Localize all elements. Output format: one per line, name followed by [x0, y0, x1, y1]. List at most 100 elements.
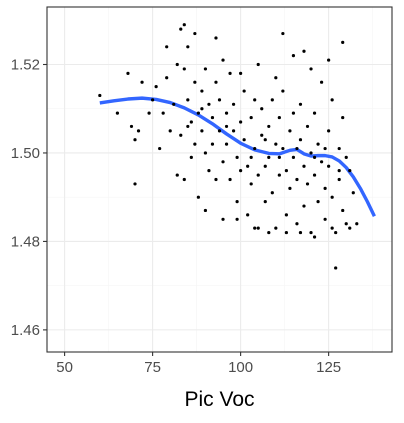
scatter-point	[330, 226, 334, 230]
scatter-point	[239, 71, 243, 75]
scatter-point	[179, 133, 183, 137]
scatter-point	[302, 49, 306, 53]
scatter-points	[98, 23, 359, 270]
scatter-point	[126, 71, 130, 75]
scatter-point	[316, 200, 320, 204]
scatter-point	[193, 142, 197, 146]
scatter-point	[203, 208, 208, 213]
scatter-point	[224, 111, 229, 115]
scatter-point	[327, 164, 331, 168]
scatter-point	[330, 98, 334, 102]
scatter-point	[182, 67, 186, 71]
scatter-point	[334, 230, 338, 235]
scatter-point	[267, 230, 271, 235]
scatter-point	[344, 222, 348, 226]
scatter-point	[295, 177, 299, 182]
scatter-point	[129, 124, 134, 129]
scatter-point	[337, 169, 341, 173]
scatter-point	[281, 31, 285, 36]
scatter-point	[298, 102, 303, 106]
scatter-point	[154, 85, 158, 89]
scatter-point	[214, 177, 218, 182]
y-tick-label: 1.52	[11, 57, 40, 74]
scatter-point	[203, 151, 208, 155]
scatter-point	[277, 155, 281, 159]
scatter-point	[341, 115, 345, 120]
scatter-point	[323, 146, 327, 151]
scatter-point	[260, 133, 264, 137]
scatter-point	[189, 120, 193, 124]
scatter-point	[246, 164, 250, 168]
scatter-point	[175, 173, 179, 177]
scatter-point	[291, 111, 296, 115]
scatter-point	[168, 129, 172, 133]
scatter-point	[256, 62, 260, 67]
scatter-point	[182, 177, 186, 182]
scatter-point	[210, 142, 215, 146]
scatter-point	[291, 54, 296, 58]
scatter-point	[312, 173, 317, 177]
scatter-point	[242, 89, 246, 93]
scatter-point	[196, 111, 200, 115]
scatter-point	[312, 111, 317, 115]
scatter-point	[115, 111, 120, 115]
scatter-point	[140, 80, 144, 84]
x-axis-title: Pic Voc	[184, 388, 254, 411]
scatter-point	[274, 76, 278, 80]
y-tick-label: 1.48	[11, 233, 40, 250]
scatter-point	[221, 58, 225, 62]
scatter-point	[277, 115, 281, 120]
scatter-point	[249, 182, 253, 186]
scatter-point	[186, 45, 190, 49]
scatter-point	[263, 164, 267, 168]
scatter-point	[193, 31, 197, 36]
scatter-point	[260, 107, 264, 111]
scatter-point	[221, 160, 225, 164]
scatter-point	[309, 151, 313, 155]
scatter-point	[312, 235, 317, 239]
scatter-point	[270, 191, 274, 195]
scatter-point	[263, 200, 267, 204]
scatter-point	[281, 146, 285, 151]
y-tick-label: 1.50	[11, 145, 40, 162]
scatter-point	[203, 67, 208, 71]
scatter-point	[284, 230, 288, 235]
scatter-point	[189, 155, 193, 159]
scatter-point	[253, 146, 257, 151]
scatter-point	[200, 107, 204, 111]
scatter-point	[344, 155, 348, 159]
scatter-point	[256, 226, 260, 230]
scatter-point	[305, 182, 310, 186]
scatter-point	[267, 155, 271, 159]
scatter-point	[298, 230, 303, 235]
scatter-point	[284, 213, 288, 217]
scatter-point	[284, 169, 288, 173]
scatter-point	[151, 98, 155, 102]
smooth-line	[99, 96, 376, 217]
scatter-point	[337, 146, 341, 151]
scatter-point	[323, 217, 327, 221]
panel-border	[46, 6, 393, 353]
scatter-point	[298, 138, 303, 142]
scatter-point	[249, 115, 253, 120]
scatter-point	[348, 169, 352, 173]
scatter-point	[288, 129, 292, 133]
scatter-point	[182, 23, 186, 27]
scatter-point	[302, 204, 306, 208]
scatter-point	[330, 195, 334, 199]
scatter-point	[235, 217, 239, 221]
scatter-point	[165, 76, 169, 80]
scatter-point	[224, 142, 229, 146]
scatter-point	[186, 98, 190, 102]
scatter-point	[186, 124, 190, 129]
scatter-point	[309, 67, 313, 71]
scatter-point	[302, 164, 306, 168]
scatter-point	[337, 177, 341, 182]
scatter-point	[348, 226, 352, 230]
scatter-point	[231, 129, 236, 133]
scatter-point	[341, 208, 345, 213]
scatter-point	[263, 138, 267, 142]
scatter-point	[235, 200, 239, 204]
